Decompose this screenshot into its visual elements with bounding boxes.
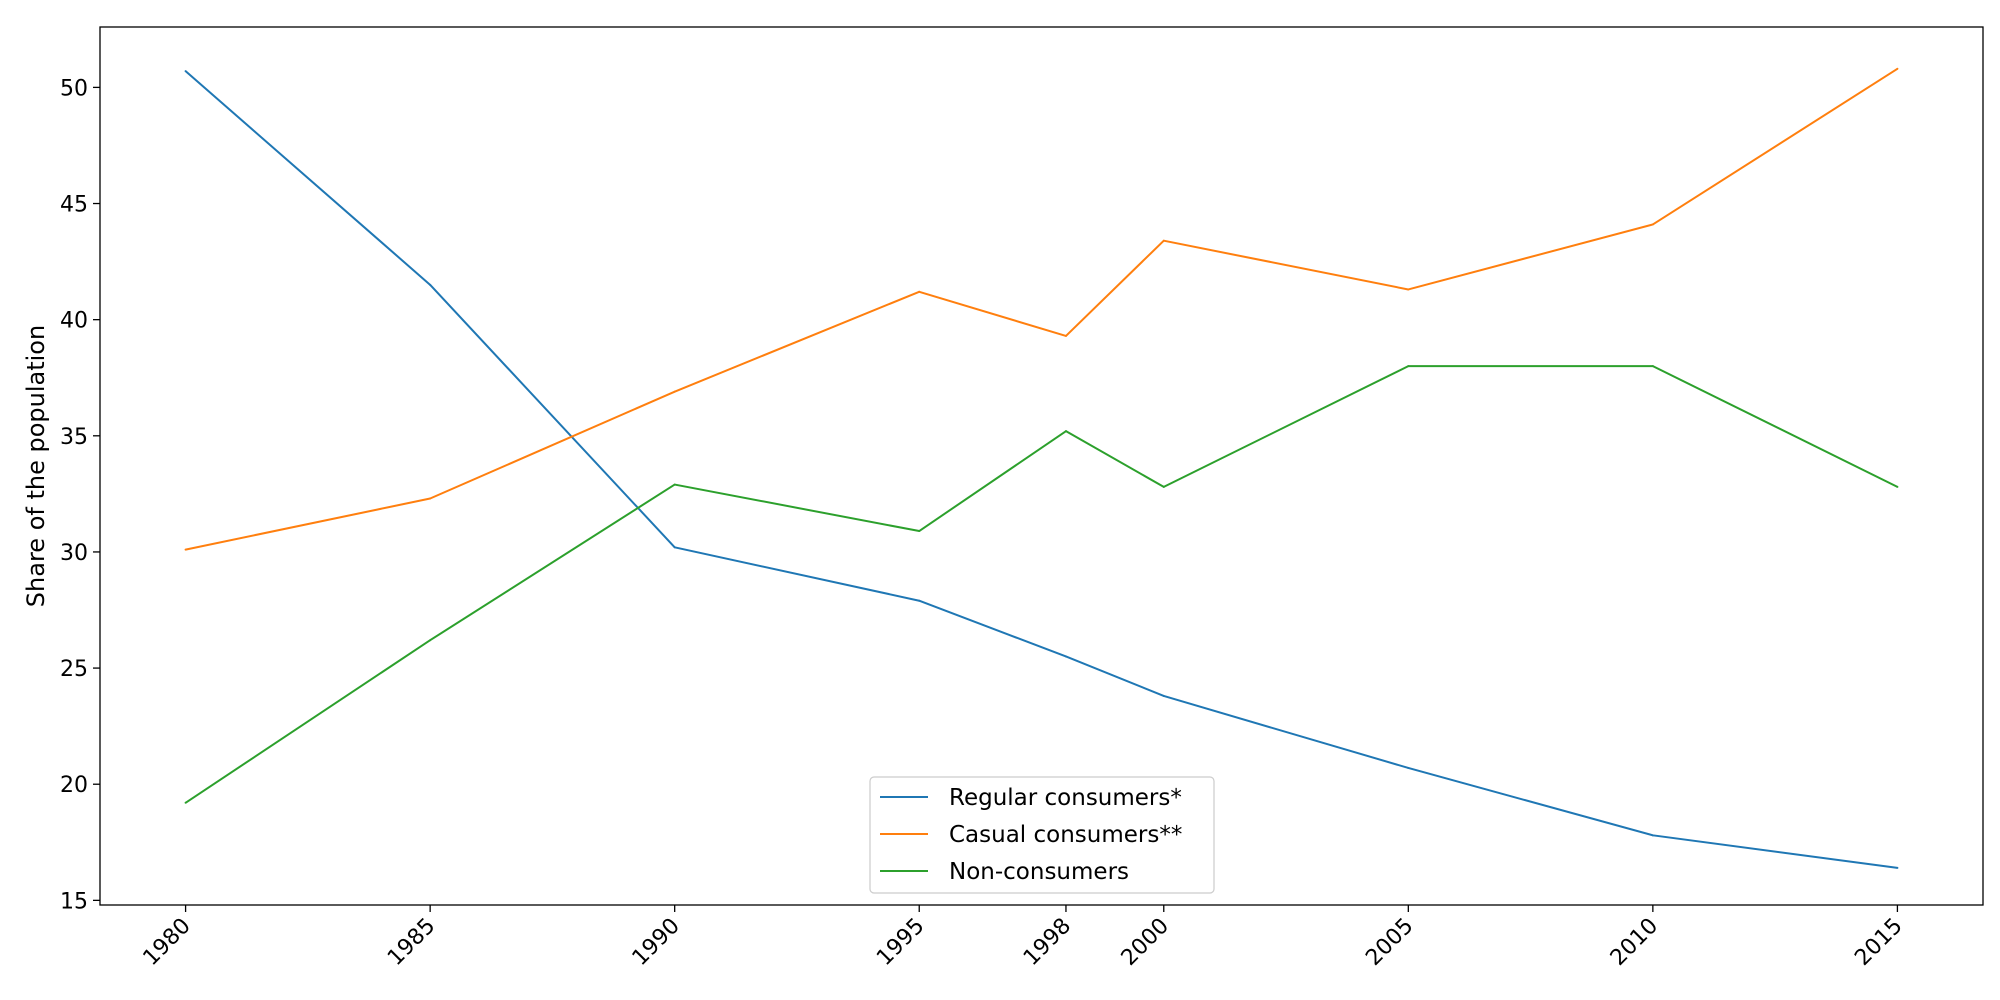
data-point: [1064, 430, 1067, 433]
legend-label: Regular consumers*: [949, 785, 1182, 811]
data-point: [1896, 485, 1899, 488]
data-point: [1162, 694, 1165, 697]
y-axis-label: Share of the population: [22, 325, 50, 607]
plot-frame: [99, 26, 1984, 906]
y-tick-label: 45: [60, 193, 88, 218]
data-point: [429, 283, 432, 286]
data-point: [1064, 655, 1067, 658]
data-point: [1896, 866, 1899, 869]
legend-label: Non-consumers: [949, 859, 1129, 885]
y-tick-label: 35: [60, 425, 88, 450]
y-tick-label: 40: [60, 309, 88, 334]
data-point: [184, 801, 187, 804]
y-tick-label: 15: [60, 889, 88, 914]
data-point: [918, 530, 921, 533]
y-tick-label: 20: [60, 773, 88, 798]
data-point: [673, 483, 676, 486]
data-point: [1651, 223, 1654, 226]
data-point: [918, 599, 921, 602]
data-point: [1407, 365, 1410, 368]
data-point: [1896, 67, 1899, 70]
y-tick-label: 30: [60, 541, 88, 566]
data-point: [429, 639, 432, 642]
legend: Regular consumers* Casual consumers** Non-…: [869, 776, 1215, 894]
data-point: [1064, 334, 1067, 337]
data-point: [184, 548, 187, 551]
data-point: [1651, 834, 1654, 837]
data-point: [1407, 766, 1410, 769]
y-tick-label: 50: [60, 76, 88, 101]
data-point: [1162, 485, 1165, 488]
y-axis: 15 20 25 30 35 40 45 50: [60, 76, 100, 914]
data-point: [1651, 365, 1654, 368]
data-point: [429, 497, 432, 500]
data-point: [673, 546, 676, 549]
data-point: [1407, 288, 1410, 291]
data-point: [1162, 239, 1165, 242]
data-point: [673, 390, 676, 393]
series-layer: [184, 67, 1899, 869]
data-point: [918, 290, 921, 293]
y-tick-label: 25: [60, 657, 88, 682]
data-point: [184, 70, 187, 73]
legend-label: Casual consumers**: [949, 822, 1182, 848]
legend-box: [869, 776, 1215, 894]
